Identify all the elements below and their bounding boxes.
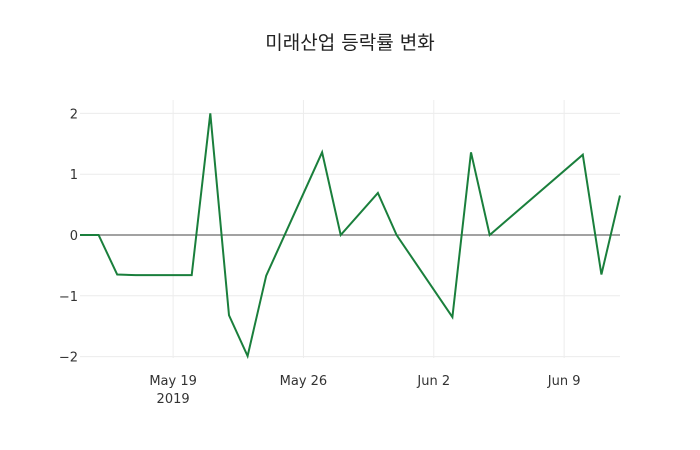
- y-tick-label: 0: [70, 229, 78, 244]
- x-axis-ticks: May 19 2019 May 26 Jun 2 Jun 9: [149, 374, 580, 407]
- series-line: [80, 113, 621, 360]
- x-tick-label: Jun 9: [547, 374, 581, 389]
- x-tick-label: May 19: [149, 374, 197, 389]
- y-tick-label: −1: [59, 290, 78, 305]
- y-tick-label: 1: [70, 168, 78, 183]
- x-tick-year: 2019: [157, 392, 190, 407]
- x-tick-label: Jun 2: [416, 374, 450, 389]
- chart-title: 미래산업 등락률 변화: [265, 32, 435, 54]
- y-axis-ticks: 2 1 0 −1 −2: [59, 107, 78, 365]
- grid-lines: [80, 100, 620, 358]
- y-tick-label: −2: [59, 351, 78, 366]
- y-tick-label: 2: [70, 107, 78, 122]
- x-tick-label: May 26: [280, 374, 328, 389]
